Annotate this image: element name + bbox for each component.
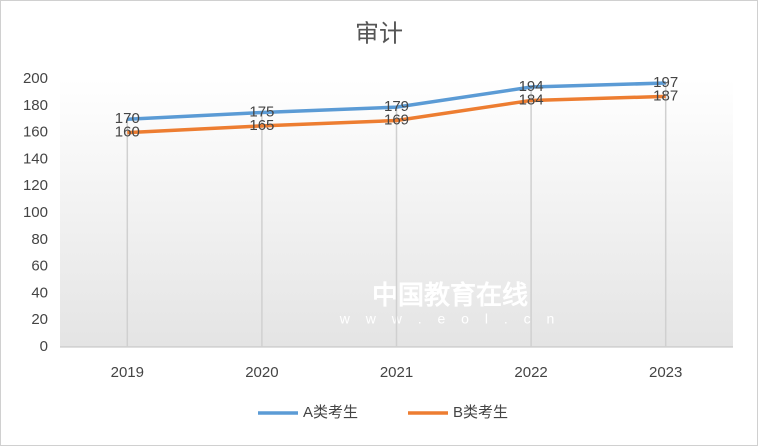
y-tick-label: 180: [23, 97, 48, 114]
x-tick-label: 2020: [245, 364, 278, 381]
data-label: 165: [249, 117, 274, 134]
series-line: [127, 81, 666, 121]
data-label: 194: [519, 78, 544, 95]
x-tick-label: 2022: [514, 364, 547, 381]
watermark: w w w . e o l . c n: [339, 311, 561, 327]
legend-label: A类考生: [303, 404, 358, 421]
data-label: 160: [115, 124, 140, 141]
data-label: 175: [249, 103, 274, 120]
y-tick-label: 120: [23, 177, 48, 194]
data-label: 197: [653, 74, 678, 91]
y-tick-label: 140: [23, 150, 48, 167]
data-label: 169: [384, 112, 409, 129]
data-label: 179: [384, 98, 409, 115]
x-tick-label: 2023: [649, 364, 682, 381]
watermark: 中国教育在线: [372, 280, 528, 310]
y-tick-label: 0: [40, 338, 48, 355]
legend-label: B类考生: [453, 404, 508, 421]
y-tick-label: 60: [31, 258, 48, 275]
series-line: [127, 94, 666, 135]
y-tick-label: 80: [31, 231, 48, 248]
chart-title: 审计: [355, 20, 403, 47]
data-label: 184: [519, 91, 544, 108]
y-tick-label: 40: [31, 284, 48, 301]
y-tick-label: 160: [23, 124, 48, 141]
data-label: 170: [115, 110, 140, 127]
x-tick-label: 2019: [111, 364, 144, 381]
y-tick-label: 20: [31, 311, 48, 328]
y-tick-label: 200: [23, 70, 48, 87]
y-tick-label: 100: [23, 204, 48, 221]
x-tick-label: 2021: [380, 364, 413, 381]
data-label: 187: [653, 87, 678, 104]
